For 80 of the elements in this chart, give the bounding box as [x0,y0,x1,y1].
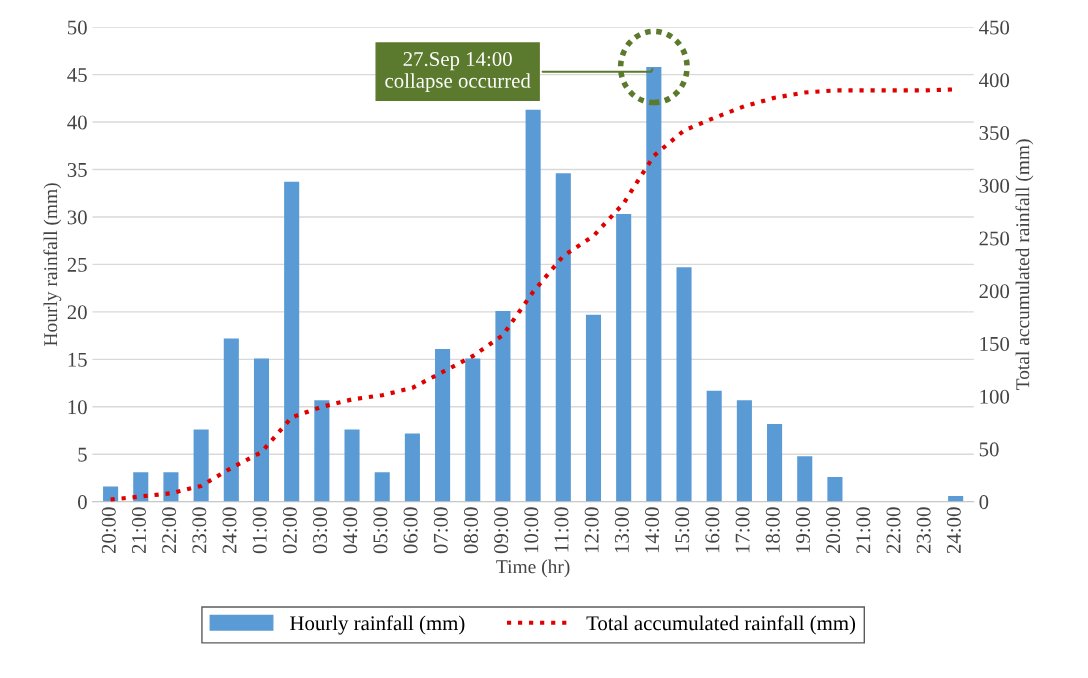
y-axis-title: Hourly rainfall (mm) [43,183,62,346]
x-tick-label: 04:00 [343,507,358,554]
x-tick-label: 16:00 [705,507,720,553]
y-tick-label: 45 [67,68,87,83]
y2-tick-label: 300 [979,178,1010,193]
x-tick-label: 21:00 [131,507,147,554]
y2-tick-label: 150 [980,336,1010,351]
y2-tick-label: 200 [979,284,1010,299]
x-tick-label: 20:00 [826,507,841,554]
y-tick-label: 35 [67,162,87,177]
y2-tick-label: 450 [979,20,1010,35]
x-tick-label: 22:00 [886,507,901,554]
x-tick-label: 18:00 [765,507,780,553]
x-tick-label: 22:00 [162,507,177,554]
bar [193,429,209,502]
x-tick-label: 08:00 [463,507,479,554]
bar [585,314,602,502]
y2-tick-label: 100 [980,389,1010,404]
x-tick-label: 03:00 [313,507,328,554]
x-tick-label: 17:00 [735,507,750,553]
x-tick-label: 12:00 [584,507,599,553]
bar [133,472,149,502]
bar [706,390,722,502]
y-tick-label: 50 [68,20,87,35]
bar [374,472,390,502]
bar [314,400,330,502]
x-tick-label: 21:00 [856,507,871,554]
y-tick-label: 20 [67,305,87,320]
legend-label: Total accumulated rainfall (mm) [586,615,856,635]
legend-label: Hourly rainfall (mm) [290,615,465,635]
x-tick-label: 20:00 [101,507,116,554]
y-tick-label: 5 [78,447,87,462]
x-tick-label: 24:00 [222,507,237,554]
y2-tick-label: 250 [979,231,1010,246]
bar [525,109,541,502]
bar [163,472,179,502]
bar [827,477,843,502]
x-tick-label: 05:00 [373,507,388,554]
y-tick-label: 15 [68,352,87,367]
y-tick-label: 0 [78,495,87,510]
x-tick-label: 23:00 [192,507,207,554]
bar [616,214,632,502]
x-tick-label: 23:00 [916,507,931,554]
x-tick-label: 10:00 [524,507,539,553]
x-tick-label: 19:00 [795,507,811,553]
y-tick-label: 30 [67,210,87,225]
y2-axis-title: Total accumulated rainfall (mm) [1015,139,1034,390]
bar [555,173,571,502]
x-tick-label: 07:00 [433,507,448,554]
y2-tick-label: 0 [979,495,989,510]
x-tick-label: 01:00 [252,507,267,554]
bar [767,423,783,502]
annotation: 27.Sep 14:00 collapse occurred [385,52,531,93]
x-axis-title: Time (hr) [496,559,570,578]
bar [284,181,300,502]
bar [253,358,270,502]
bar [465,358,481,502]
bar [797,456,813,502]
y2-tick-label: 50 [979,442,999,457]
x-tick-label: 14:00 [645,507,660,553]
bar [495,310,511,502]
x-tick-label: 13:00 [614,507,629,553]
x-tick-label: 06:00 [403,507,418,554]
bar [404,433,420,502]
bar [646,66,662,502]
bar [344,429,360,502]
x-tick-label: 09:00 [494,507,509,554]
x-tick-label: 15:00 [675,507,690,553]
y-tick-label: 40 [67,115,87,130]
y2-tick-label: 400 [979,73,1010,88]
y2-tick-label: 350 [979,125,1010,141]
x-tick-label: 02:00 [282,507,297,554]
bar [676,267,692,502]
y-tick-label: 25 [67,257,87,272]
bar [435,348,451,502]
y-tick-label: 10 [68,400,87,415]
bar [736,400,752,502]
bar [223,338,239,502]
x-tick-label: 24:00 [946,507,961,554]
x-tick-label: 11:00 [554,507,569,552]
